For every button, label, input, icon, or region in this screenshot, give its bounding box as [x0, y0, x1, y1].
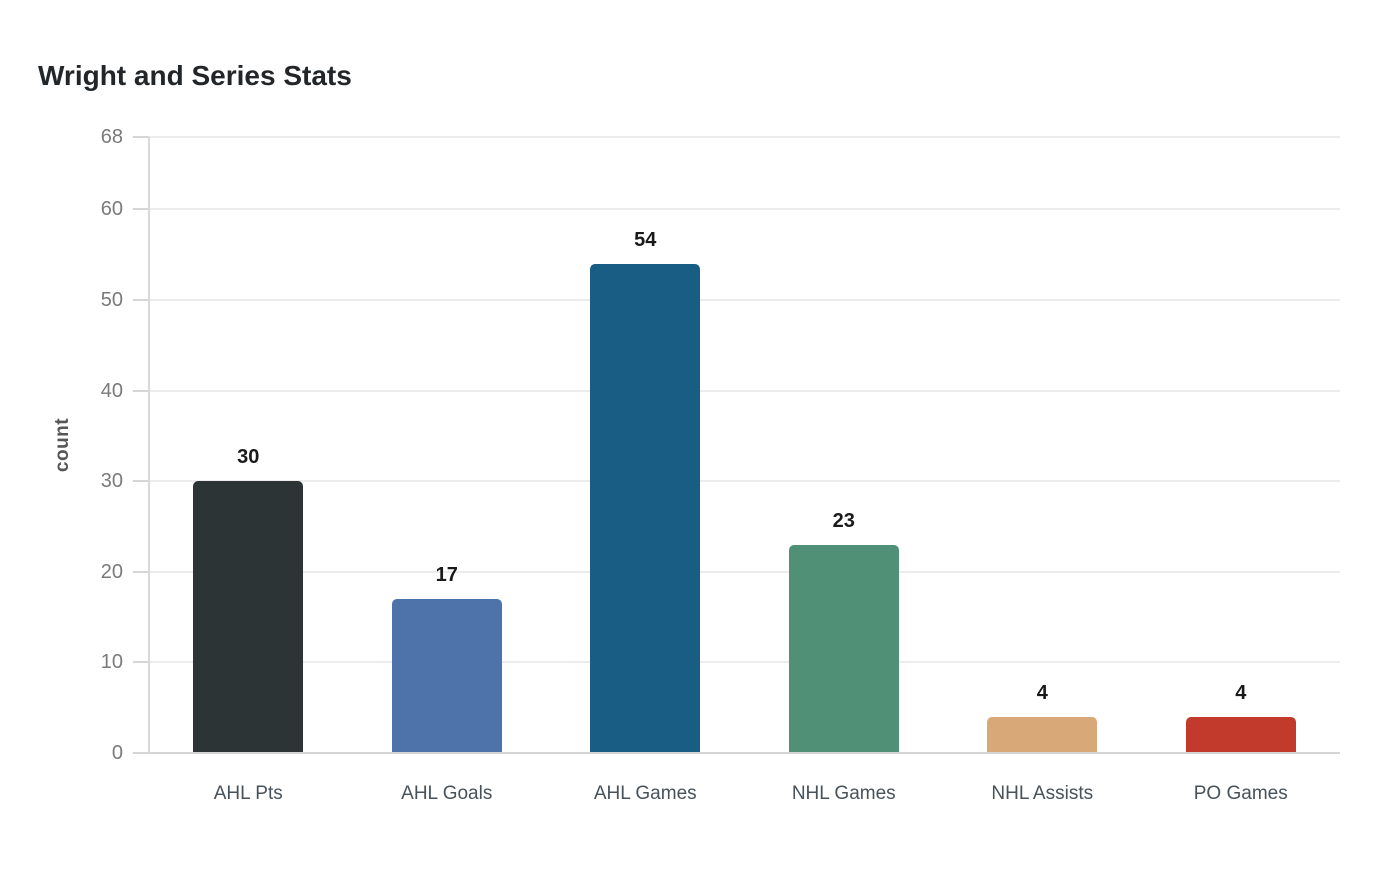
x-tick-label-ahl-goals: AHL Goals	[401, 783, 493, 804]
y-tick-mark-10	[133, 661, 149, 664]
gridline-30	[149, 480, 1340, 483]
value-label-ahl-pts: 30	[237, 446, 260, 469]
value-label-ahl-goals: 17	[435, 564, 458, 586]
x-tick-label-nhl-assists: NHL Assists	[991, 783, 1094, 804]
value-label-nhl-games: 23	[832, 509, 855, 532]
x-tick-label-ahl-pts: AHL Pts	[213, 783, 283, 804]
value-label-ahl-games: 54	[634, 228, 657, 251]
chart-title: Wright and Series Stats	[38, 60, 352, 91]
gridline-50	[149, 299, 1340, 302]
gridline-20	[149, 570, 1340, 573]
y-tick-label-20: 20	[100, 560, 123, 583]
plot-area: 0 10 20 30 40 50 60 68 30 AHL Pts 17 AHL Goals 54 AHL…	[101, 127, 1340, 804]
bar-po-games	[1185, 716, 1296, 753]
y-tick-mark-20	[133, 570, 149, 573]
x-tick-label-nhl-games: NHL Games	[791, 783, 896, 804]
y-tick-mark-60	[133, 208, 149, 211]
y-tick-mark-30	[133, 480, 149, 483]
y-tick-mark-40	[133, 389, 149, 392]
bar-ahl-games	[590, 263, 701, 753]
zero-gridline	[149, 752, 1340, 754]
bar-nhl-games	[788, 544, 899, 753]
value-label-nhl-assists: 4	[1036, 681, 1048, 704]
bar-ahl-goals	[391, 599, 502, 753]
x-tick-label-ahl-games: AHL Games	[593, 783, 697, 804]
y-axis-title: count	[52, 417, 73, 473]
gridline-68	[149, 136, 1340, 138]
y-axis-line	[148, 137, 150, 754]
value-label-po-games: 4	[1235, 681, 1247, 704]
y-tick-label-40: 40	[100, 379, 123, 402]
y-tick-label-50: 50	[100, 289, 123, 312]
y-tick-mark-68	[133, 136, 149, 138]
y-tick-label-30: 30	[100, 470, 123, 493]
bar-nhl-assists	[987, 716, 1098, 753]
x-tick-label-po-games: PO Games	[1193, 783, 1288, 804]
gridline-60	[149, 208, 1340, 211]
gridline-40	[149, 389, 1340, 392]
y-tick-label-68: 68	[100, 126, 123, 148]
y-tick-mark-0	[133, 752, 149, 754]
y-tick-label-10: 10	[100, 651, 123, 674]
gridline-10	[149, 661, 1340, 664]
y-tick-label-0: 0	[111, 742, 123, 764]
y-tick-label-60: 60	[100, 198, 123, 221]
y-tick-mark-50	[133, 299, 149, 302]
bar-ahl-pts	[193, 481, 304, 753]
